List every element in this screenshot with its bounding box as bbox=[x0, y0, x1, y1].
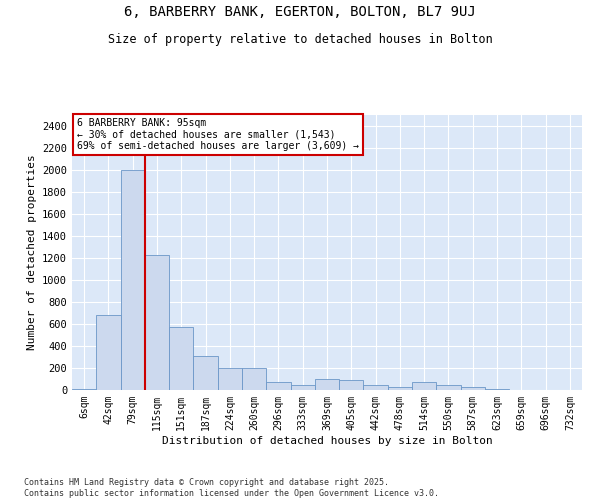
Text: Contains HM Land Registry data © Crown copyright and database right 2025.
Contai: Contains HM Land Registry data © Crown c… bbox=[24, 478, 439, 498]
Bar bbox=[461, 387, 485, 390]
Bar bbox=[436, 385, 461, 390]
Bar bbox=[485, 389, 509, 390]
Bar bbox=[145, 254, 169, 390]
Bar bbox=[242, 368, 266, 390]
X-axis label: Distribution of detached houses by size in Bolton: Distribution of detached houses by size … bbox=[161, 436, 493, 446]
Bar bbox=[218, 368, 242, 390]
Bar bbox=[412, 382, 436, 390]
Bar bbox=[364, 385, 388, 390]
Bar bbox=[339, 380, 364, 390]
Bar bbox=[169, 328, 193, 390]
Text: 6, BARBERRY BANK, EGERTON, BOLTON, BL7 9UJ: 6, BARBERRY BANK, EGERTON, BOLTON, BL7 9… bbox=[124, 5, 476, 19]
Bar bbox=[121, 170, 145, 390]
Y-axis label: Number of detached properties: Number of detached properties bbox=[26, 154, 37, 350]
Text: Size of property relative to detached houses in Bolton: Size of property relative to detached ho… bbox=[107, 32, 493, 46]
Bar bbox=[193, 356, 218, 390]
Bar bbox=[315, 379, 339, 390]
Bar bbox=[96, 315, 121, 390]
Text: 6 BARBERRY BANK: 95sqm
← 30% of detached houses are smaller (1,543)
69% of semi-: 6 BARBERRY BANK: 95sqm ← 30% of detached… bbox=[77, 118, 359, 151]
Bar bbox=[266, 382, 290, 390]
Bar bbox=[290, 385, 315, 390]
Bar bbox=[388, 387, 412, 390]
